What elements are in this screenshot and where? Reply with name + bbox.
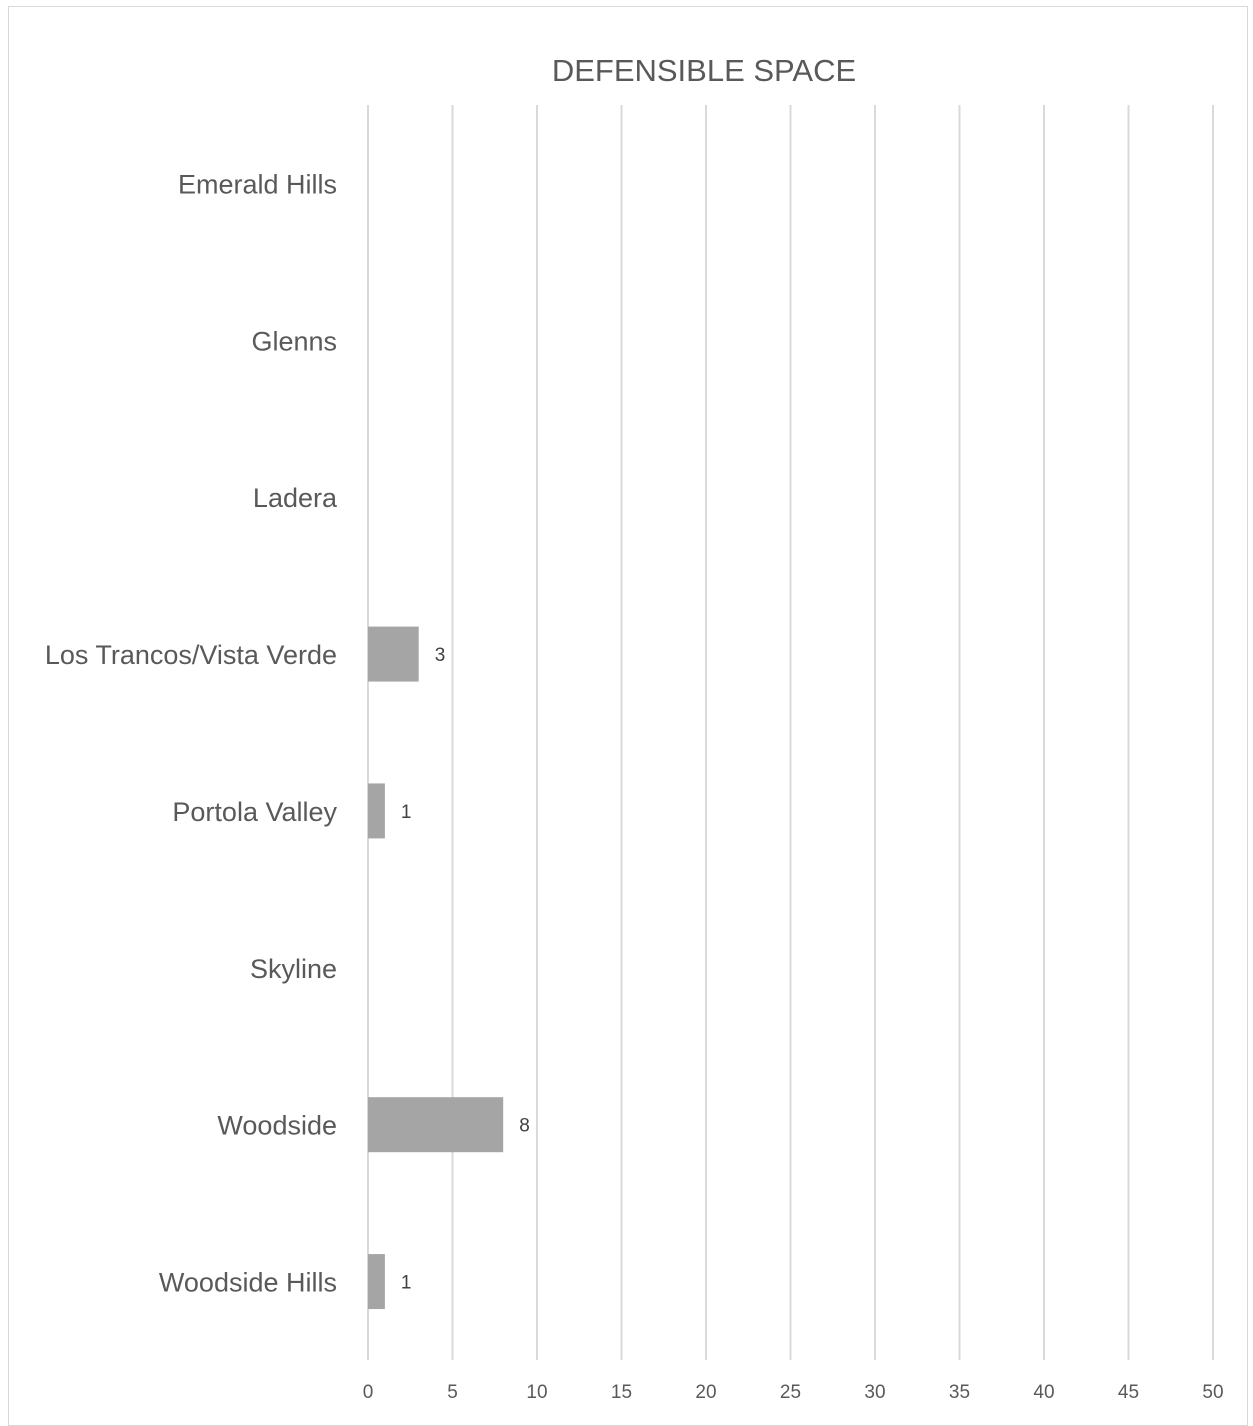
gridlines	[367, 105, 1214, 1360]
category-label: Los Trancos/Vista Verde	[45, 640, 337, 670]
x-tick-label: 45	[1118, 1382, 1139, 1403]
category-label: Skyline	[250, 954, 337, 984]
x-tick-label: 5	[447, 1382, 458, 1403]
x-tick-label: 10	[526, 1382, 547, 1403]
data-label: 8	[519, 1116, 530, 1137]
x-tick-label: 15	[611, 1382, 632, 1403]
bar	[368, 1097, 504, 1153]
category-label: Emerald Hills	[178, 169, 337, 199]
data-label: 1	[401, 1273, 412, 1294]
x-tick-label: 35	[949, 1382, 970, 1403]
labels: 0 5 10 15 20 25 30 35 40 45 50 Emerald Hills Glenns L…	[45, 169, 1224, 1403]
bars	[368, 626, 504, 1310]
x-tick-label: 25	[780, 1382, 801, 1403]
x-tick-label: 30	[864, 1382, 885, 1403]
category-label: Glenns	[251, 326, 337, 356]
category-label: Portola Valley	[172, 797, 337, 827]
x-tick-label: 20	[695, 1382, 716, 1403]
bar	[368, 1254, 385, 1310]
chart-title: DEFENSIBLE SPACE	[552, 53, 856, 88]
x-tick-label: 40	[1033, 1382, 1054, 1403]
chart-frame	[8, 6, 1248, 1426]
bar	[368, 783, 385, 839]
category-label: Woodside	[217, 1111, 337, 1141]
category-label: Woodside Hills	[159, 1268, 337, 1298]
data-label: 1	[401, 802, 412, 823]
x-tick-label: 50	[1202, 1382, 1223, 1403]
bar	[368, 626, 419, 682]
x-tick-label: 0	[363, 1382, 374, 1403]
category-label: Ladera	[253, 483, 338, 513]
data-label: 3	[435, 645, 446, 666]
